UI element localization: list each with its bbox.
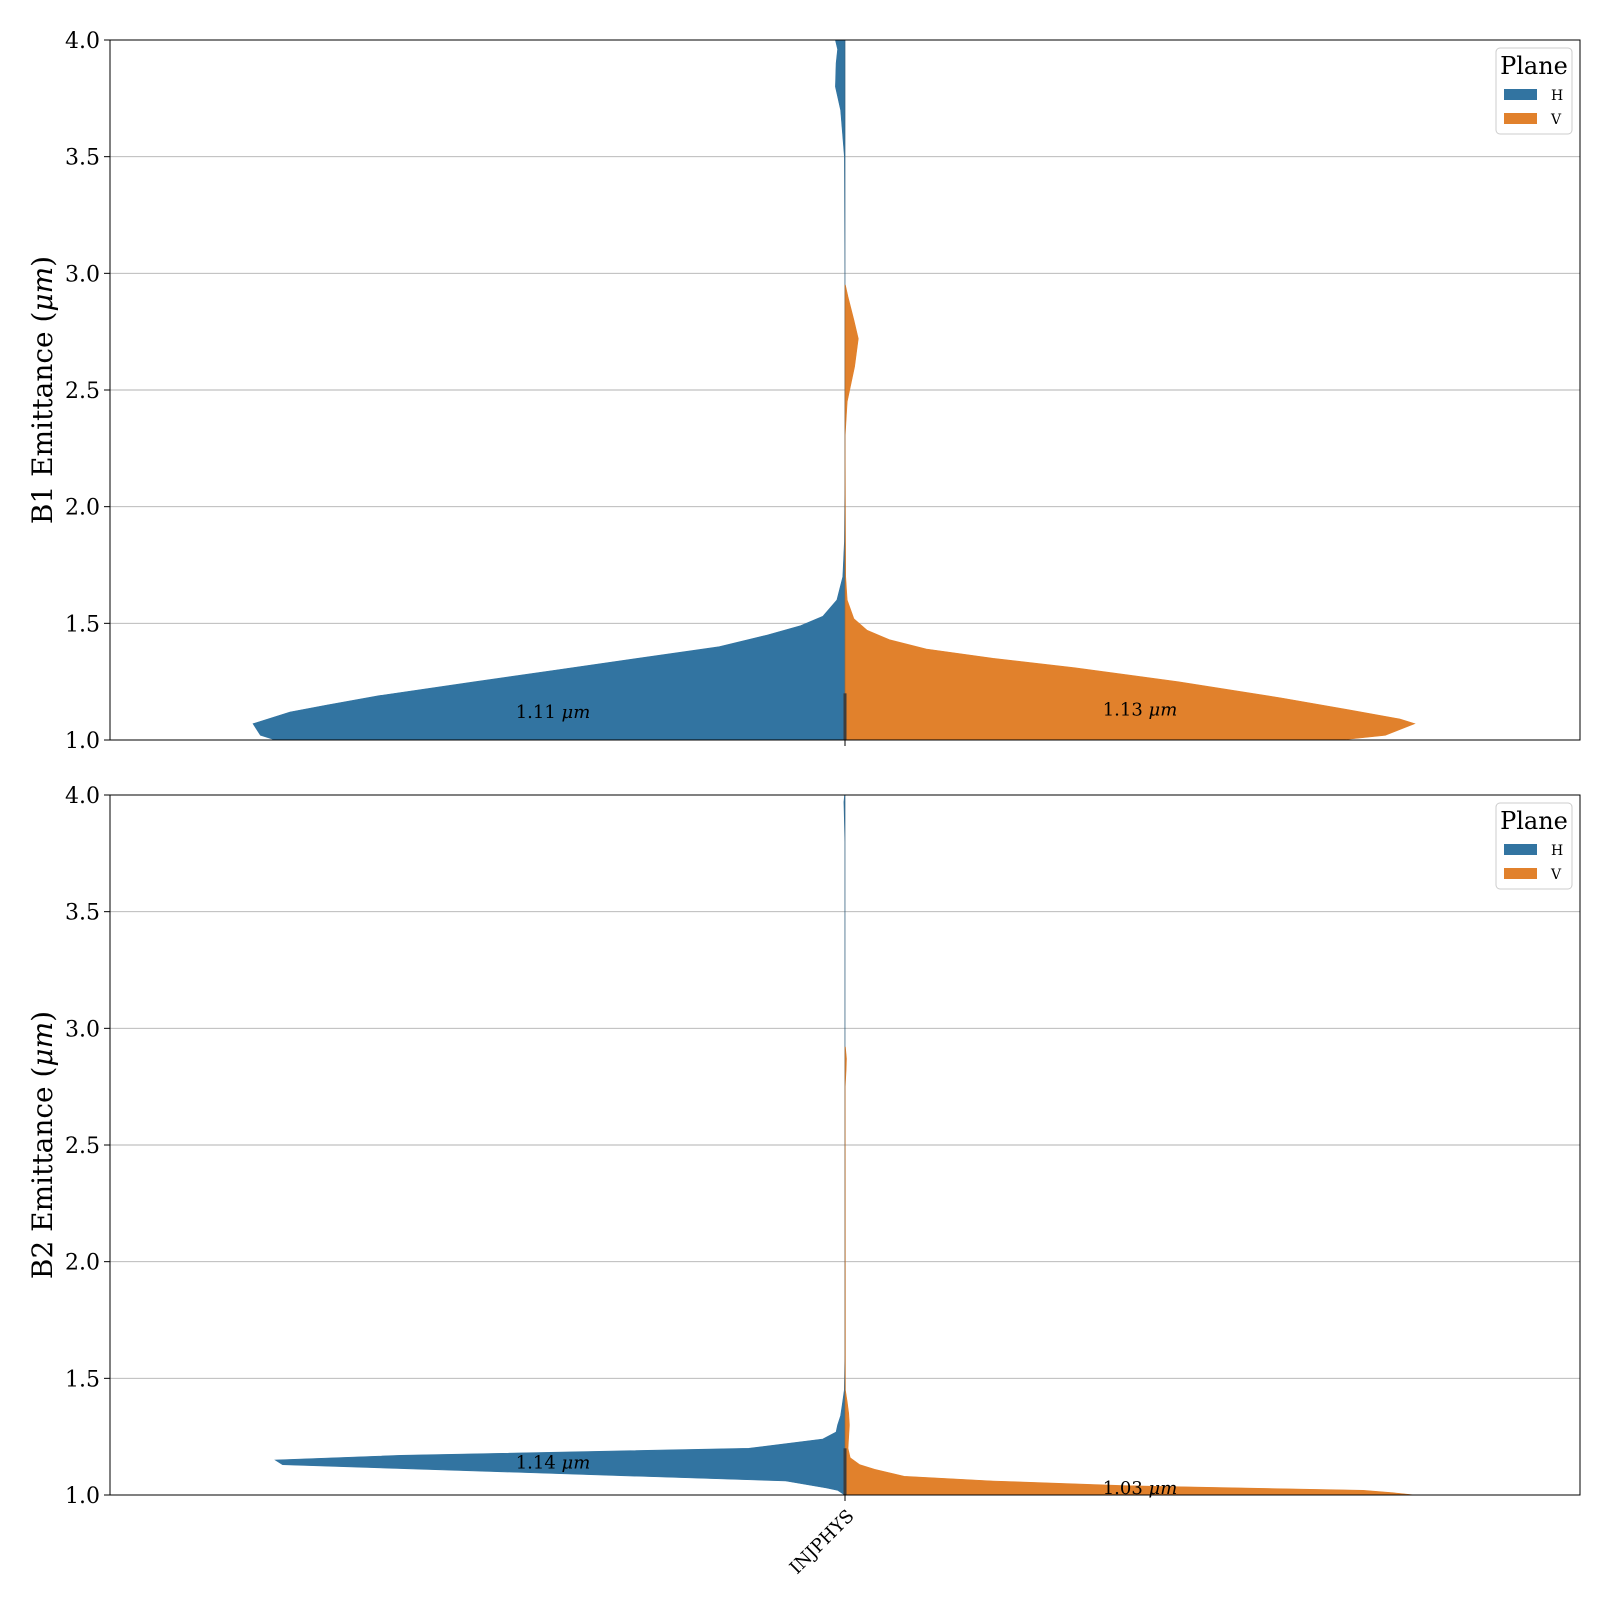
violin-h [274,794,846,1496]
legend-swatch-h [1504,89,1537,100]
legend: Plane HV [1495,47,1573,135]
median-unit: μm [1149,1478,1178,1499]
violin-inner-box [843,693,847,740]
y-axis-title-part: μm [26,267,59,312]
y-axis-title-part: ) [26,256,59,267]
y-tick-label: 3.5 [65,901,100,926]
y-tick-label: 1.0 [65,1484,100,1509]
y-tick-label: 4.0 [65,29,100,54]
y-axis-title-part: μm [26,1022,59,1067]
y-axis-title-part: B2 Emittance ( [26,1067,59,1280]
y-tick-label: 2.5 [65,379,100,404]
median-value: 1.14 [516,1452,562,1473]
median-unit: μm [562,1452,591,1473]
y-axis-title: B1 Emittance (μm) [26,256,59,524]
legend: Plane HV [1495,802,1573,890]
y-tick-label: 1.5 [65,612,100,637]
y-axis-title: B2 Emittance (μm) [26,1011,59,1279]
y-tick-label: 1.0 [65,729,100,754]
median-label-h: 1.11 μm [516,702,591,723]
median-label-v: 1.13 μm [1103,700,1178,721]
median-value: 1.13 [1103,700,1149,721]
y-axis-title-part: B1 Emittance ( [26,312,59,525]
legend-entry-v: V [1550,867,1562,883]
y-tick-label: 2.5 [65,1134,100,1159]
y-tick-label: 3.0 [65,262,100,287]
y-axis-title-part: ) [26,1011,59,1022]
y-tick-label: 4.0 [65,784,100,809]
y-tick-label: 2.0 [65,496,100,521]
median-unit: μm [1149,700,1178,721]
median-value: 1.11 [516,702,562,723]
median-value: 1.03 [1103,1478,1149,1499]
legend-title: Plane [1500,807,1568,835]
median-label-h: 1.14 μm [516,1452,591,1473]
violin-v [844,284,1416,741]
violin-inner-box [843,1448,847,1495]
y-tick-label: 1.5 [65,1367,100,1392]
legend-swatch-v [1504,113,1537,124]
y-tick-label: 3.0 [65,1017,100,1042]
legend-entry-h: H [1551,88,1563,104]
violin-h [252,39,846,741]
legend-swatch-v [1504,868,1537,879]
violin-v [844,1046,1415,1496]
legend-entry-v: V [1550,112,1562,128]
median-unit: μm [562,702,591,723]
legend-entry-h: H [1551,843,1563,859]
y-tick-label: 2.0 [65,1251,100,1276]
x-tick-label: INJPHYS [786,1506,859,1579]
median-label-v: 1.03 μm [1103,1478,1178,1499]
legend-swatch-h [1504,844,1537,855]
legend-title: Plane [1500,52,1568,80]
y-tick-label: 3.5 [65,146,100,171]
